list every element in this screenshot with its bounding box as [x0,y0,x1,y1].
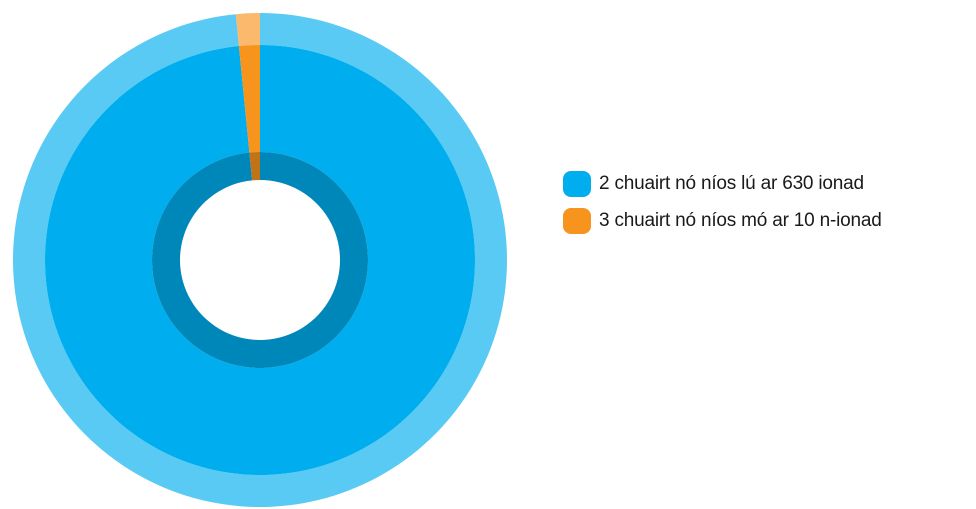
legend: 2 chuairt nó níos lú ar 630 ionad 3 chua… [563,171,882,234]
donut-slice-1-ring-0 [235,13,260,47]
donut-slice-0-ring-2 [152,152,369,368]
legend-item-0[interactable]: 2 chuairt nó níos lú ar 630 ionad [563,171,882,197]
legend-swatch-0 [563,171,591,197]
donut-slice-0-ring-1 [44,45,475,475]
donut-slice-0[interactable] [13,13,508,508]
legend-label-1: 3 chuairt nó níos mó ar 10 n-ionad [599,210,882,231]
donut-slice-1[interactable] [235,13,260,181]
legend-label-0: 2 chuairt nó níos lú ar 630 ionad [599,173,864,194]
legend-item-1[interactable]: 3 chuairt nó níos mó ar 10 n-ionad [563,208,882,234]
legend-swatch-1 [563,208,591,234]
donut-slice-1-ring-2 [249,152,260,181]
donut-slice-1-ring-1 [238,45,260,153]
